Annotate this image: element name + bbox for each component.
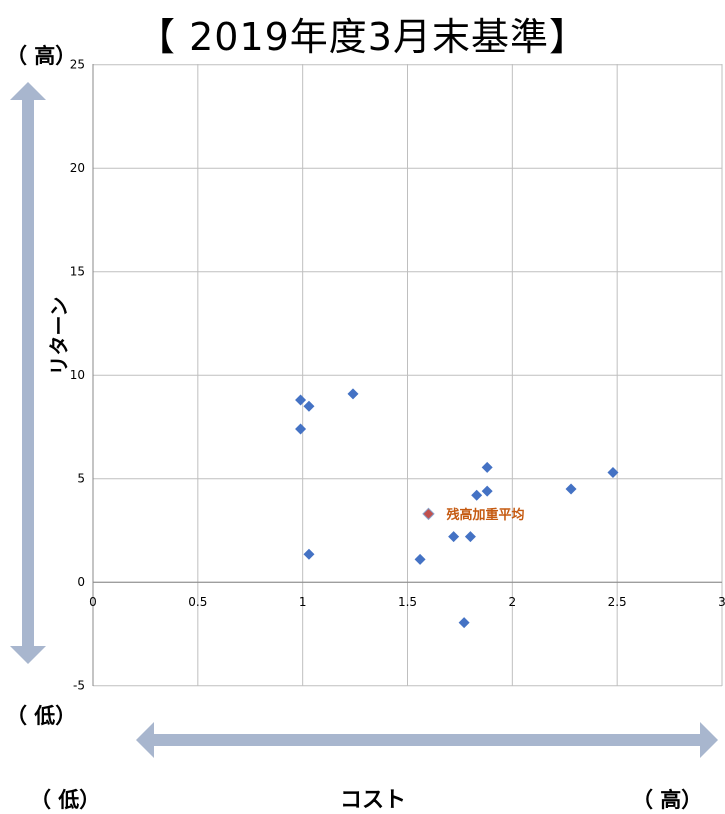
data-point xyxy=(448,531,460,543)
x-tick-label: 2 xyxy=(509,595,517,609)
data-point xyxy=(471,489,483,501)
y-tick-label: -5 xyxy=(73,679,85,693)
x-tick-label: 2.5 xyxy=(608,595,627,609)
x-tick-label: 1.5 xyxy=(398,595,417,609)
data-point xyxy=(607,466,619,478)
data-point xyxy=(565,483,577,495)
y-axis-title: リターン xyxy=(47,297,71,376)
x-tick-labels: 0 0.5 1 1.5 2 2.5 3 xyxy=(89,595,725,609)
x-axis-title: コスト xyxy=(340,788,407,813)
x-low-label: （ 低） xyxy=(30,788,101,812)
weighted-average-label: 残高加重平均 xyxy=(446,507,524,523)
y-tick-labels: -5 0 5 10 15 20 25 xyxy=(70,58,85,693)
y-tick-label: 5 xyxy=(77,472,85,486)
y-tick-label: 25 xyxy=(70,58,85,72)
grid xyxy=(92,64,723,687)
chart-title: 【 2019年度3月末基準】 xyxy=(137,15,588,59)
y-tick-label: 15 xyxy=(70,265,85,279)
x-tick-label: 3 xyxy=(718,595,725,609)
data-point xyxy=(458,617,470,629)
data-point xyxy=(481,461,493,473)
y-high-label: （ 高） xyxy=(6,44,77,68)
data-point xyxy=(303,400,315,412)
data-point xyxy=(295,423,307,435)
y-axis-arrow xyxy=(10,82,46,664)
data-point xyxy=(347,388,359,400)
data-point xyxy=(481,485,493,497)
data-points: 残高加重平均 xyxy=(295,388,619,629)
y-tick-label: 0 xyxy=(77,575,85,589)
data-point xyxy=(295,394,307,406)
data-point xyxy=(414,553,426,565)
weighted-average-point xyxy=(422,507,435,521)
x-tick-label: 1 xyxy=(299,595,307,609)
data-point xyxy=(303,548,315,560)
x-axis-arrow xyxy=(136,722,718,758)
y-tick-label: 10 xyxy=(70,368,85,382)
y-low-label: （ 低） xyxy=(6,704,77,728)
x-tick-label: 0 xyxy=(89,595,97,609)
y-tick-label: 20 xyxy=(70,161,85,175)
x-high-label: （ 高） xyxy=(632,788,703,812)
data-point xyxy=(464,531,476,543)
x-tick-label: 0.5 xyxy=(188,595,207,609)
